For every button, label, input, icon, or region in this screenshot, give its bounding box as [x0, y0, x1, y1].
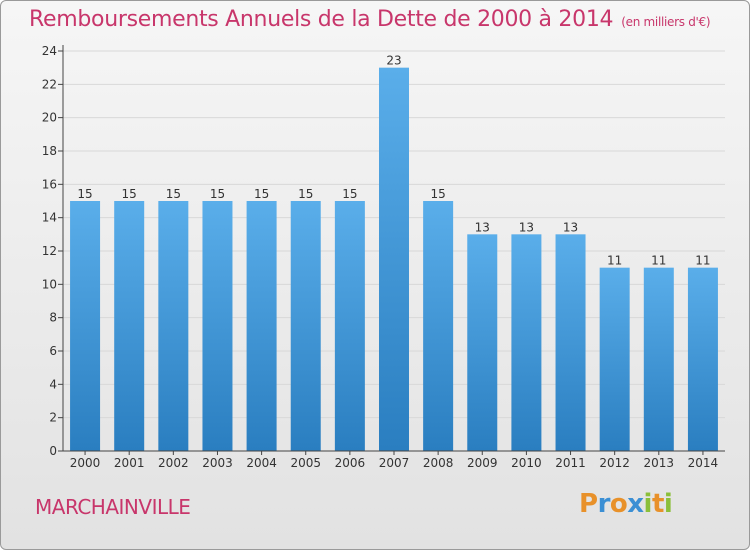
bars: [70, 67, 718, 452]
bar-value-label: 15: [77, 187, 92, 201]
x-tick-label: 2013: [644, 456, 675, 470]
proxiti-logo: Proxiti: [579, 489, 673, 519]
bar: [643, 267, 674, 451]
bar: [158, 201, 189, 451]
logo-letter: x: [627, 489, 644, 519]
x-tick-label: 2010: [511, 456, 542, 470]
bar: [114, 201, 145, 451]
logo-letter: i: [663, 489, 673, 519]
axes: [58, 45, 725, 455]
bar: [290, 201, 321, 451]
bar-value-label: 13: [475, 220, 490, 234]
x-tick-label: 2002: [158, 456, 189, 470]
x-tick-label: 2001: [114, 456, 145, 470]
bar: [202, 201, 233, 451]
bar: [423, 201, 454, 451]
logo-letter: r: [597, 489, 611, 519]
bar-value-label: 15: [166, 187, 181, 201]
bar: [599, 267, 630, 451]
bar-value-label: 11: [651, 254, 666, 268]
y-tick-label: 20: [42, 111, 57, 125]
x-tick-label: 2009: [467, 456, 498, 470]
labels: 0246810121416182022241520001520011520021…: [42, 44, 718, 470]
bar: [687, 267, 718, 451]
bar-value-label: 13: [519, 220, 534, 234]
bar-value-label: 11: [695, 254, 710, 268]
y-tick-label: 16: [42, 177, 57, 191]
bar-value-label: 13: [563, 220, 578, 234]
y-tick-label: 14: [42, 211, 57, 225]
chart-title: Remboursements Annuels de la Dette de 20…: [29, 7, 711, 32]
y-tick-label: 0: [49, 444, 57, 458]
x-tick-label: 2006: [335, 456, 366, 470]
bar-value-label: 15: [298, 187, 313, 201]
bar: [379, 67, 409, 452]
bar-value-label: 11: [607, 254, 622, 268]
x-tick-label: 2000: [70, 456, 101, 470]
x-tick-label: 2012: [599, 456, 630, 470]
y-tick-label: 2: [49, 411, 57, 425]
bar-value-label: 23: [386, 54, 401, 68]
bar: [334, 201, 365, 451]
y-tick-label: 12: [42, 244, 57, 258]
y-tick-label: 6: [49, 344, 57, 358]
x-tick-label: 2004: [246, 456, 277, 470]
y-tick-label: 22: [42, 77, 57, 91]
commune-name: MARCHAINVILLE: [35, 495, 191, 519]
bar: [467, 234, 498, 451]
x-tick-label: 2003: [202, 456, 233, 470]
x-tick-label: 2008: [423, 456, 454, 470]
bar: [246, 201, 277, 451]
x-tick-label: 2005: [290, 456, 321, 470]
bar-value-label: 15: [122, 187, 137, 201]
logo-letter: o: [609, 489, 628, 519]
logo-letter: t: [651, 489, 664, 519]
bar-value-label: 15: [254, 187, 269, 201]
y-tick-label: 10: [42, 277, 57, 291]
logo-letter: P: [579, 489, 598, 519]
x-tick-label: 2011: [555, 456, 586, 470]
y-tick-label: 18: [42, 144, 57, 158]
bar: [555, 234, 586, 451]
x-tick-label: 2007: [379, 456, 410, 470]
y-tick-label: 24: [42, 44, 57, 58]
y-tick-label: 8: [49, 311, 57, 325]
y-tick-label: 4: [49, 377, 57, 391]
bar-value-label: 15: [210, 187, 225, 201]
unit-label: (en milliers d'€): [621, 15, 711, 29]
bar: [511, 234, 542, 451]
bar-value-label: 15: [430, 187, 445, 201]
bar: [70, 201, 101, 451]
bar-value-label: 15: [342, 187, 357, 201]
x-tick-label: 2014: [688, 456, 719, 470]
logo-letter: i: [643, 489, 653, 519]
title-text: Remboursements Annuels de la Dette de 20…: [29, 7, 614, 32]
